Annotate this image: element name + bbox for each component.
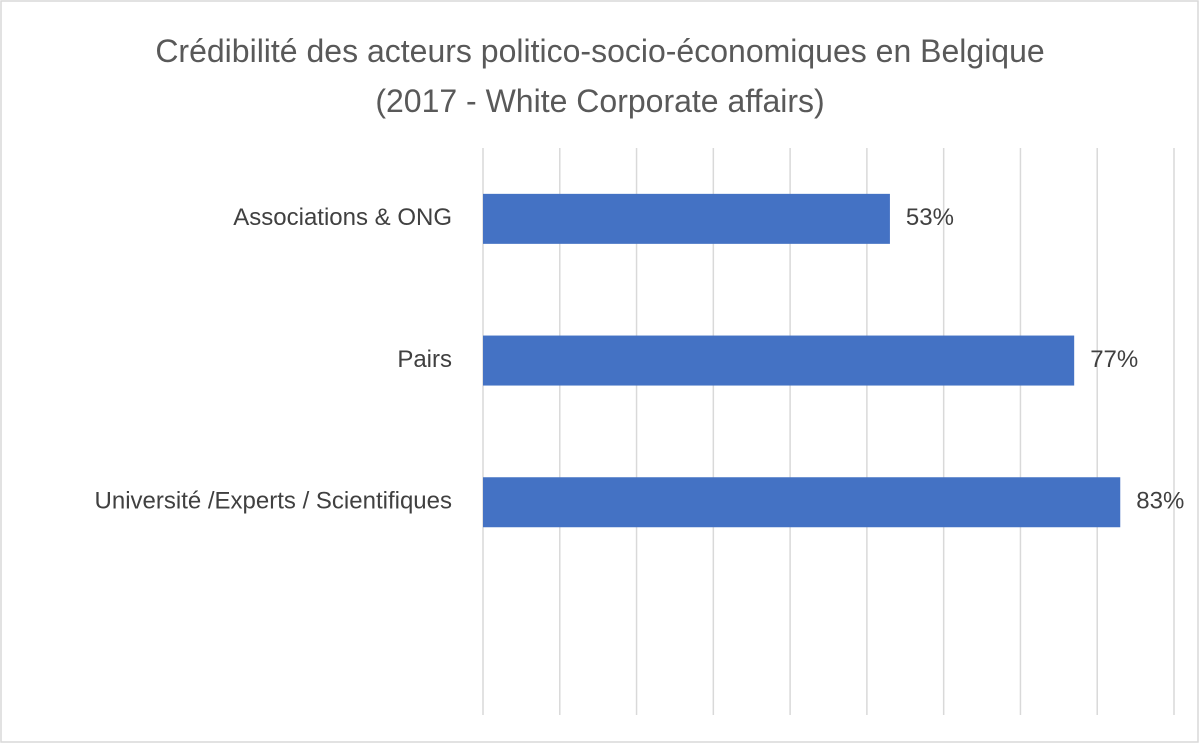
chart-title: Crédibilité des acteurs politico-socio-é… (155, 33, 1045, 119)
data-label: 77% (1090, 346, 1138, 373)
y-tick-label: Université /Experts / Scientifiques (95, 488, 452, 515)
y-tick-label: Pairs (397, 346, 452, 373)
data-label: 53% (906, 204, 954, 231)
bar (483, 335, 1075, 386)
data-label: 83% (1136, 488, 1184, 515)
bar (483, 193, 890, 244)
bar (483, 477, 1121, 528)
y-tick-label: Associations & ONG (233, 204, 452, 231)
